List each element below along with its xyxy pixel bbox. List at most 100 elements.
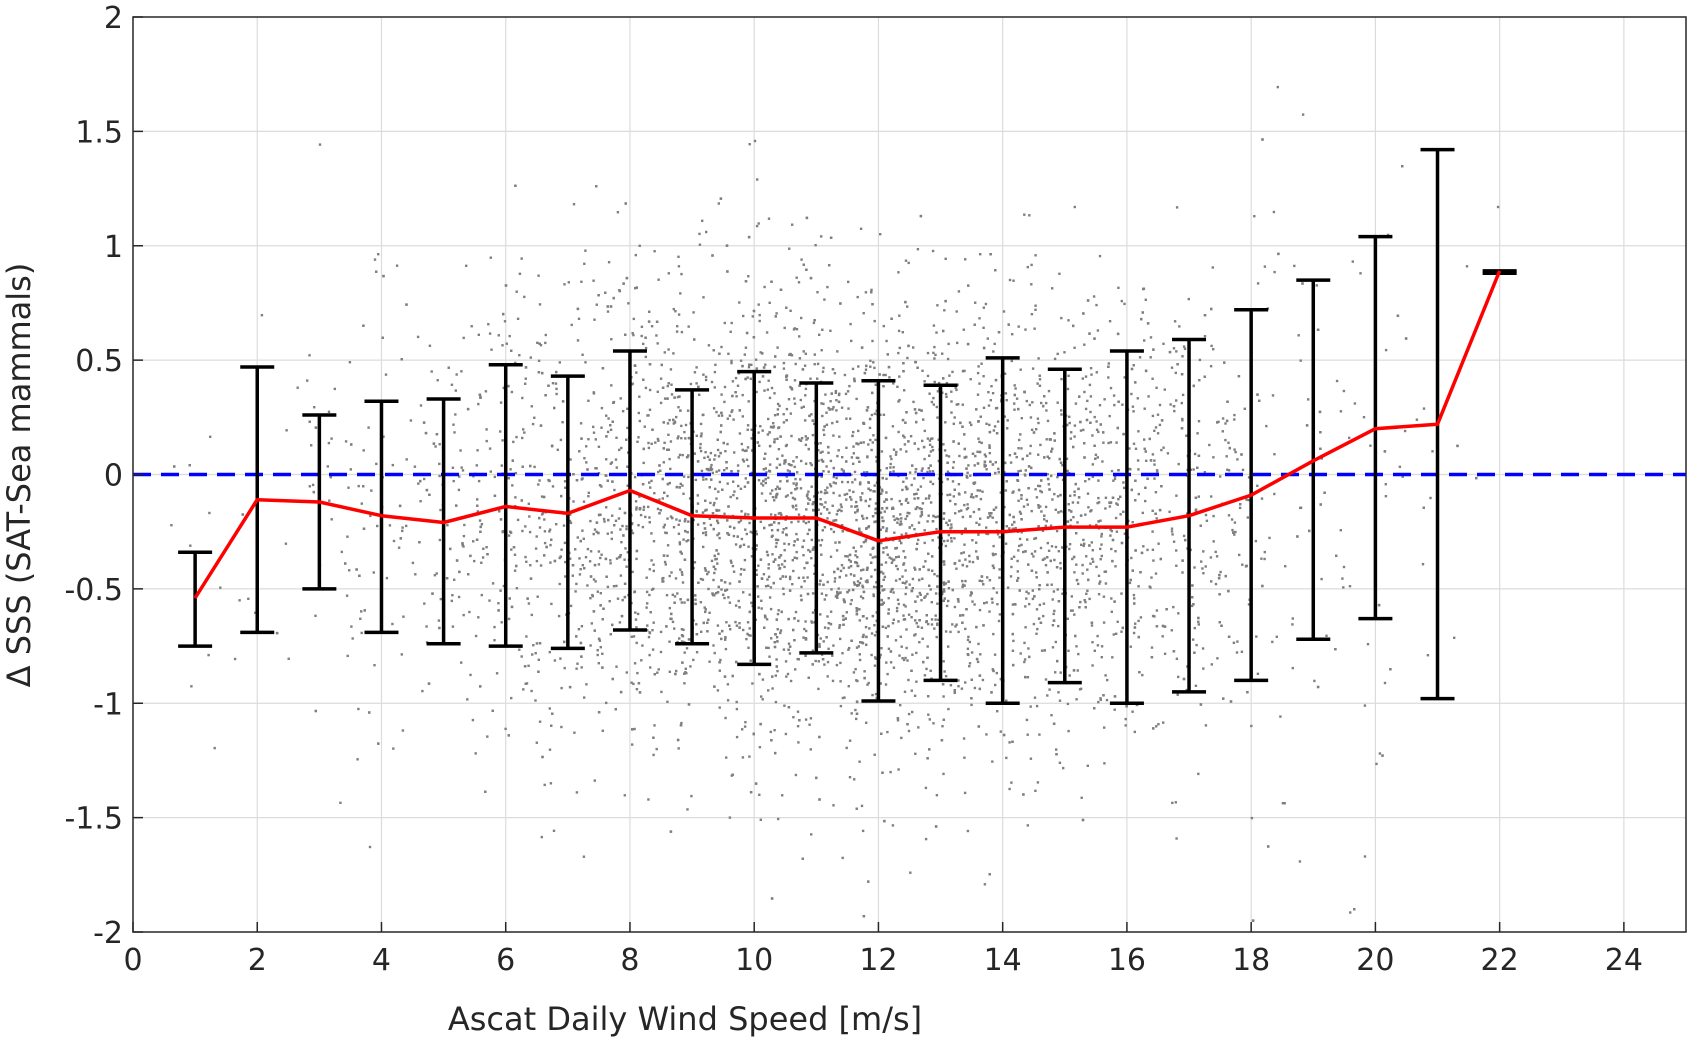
scatter-point: [997, 467, 1000, 470]
scatter-point: [792, 569, 795, 573]
scatter-point: [1339, 410, 1343, 413]
scatter-point: [619, 397, 622, 400]
scatter-point: [676, 592, 679, 595]
scatter-point: [1088, 597, 1091, 601]
scatter-point: [705, 478, 708, 481]
scatter-point: [734, 604, 738, 607]
scatter-point: [1192, 638, 1195, 641]
scatter-point: [713, 458, 716, 461]
scatter-point: [769, 513, 773, 516]
scatter-point: [1141, 311, 1144, 314]
scatter-point: [296, 386, 299, 389]
scatter-point: [1160, 485, 1163, 488]
scatter-point: [779, 288, 783, 291]
scatter-point: [762, 479, 765, 483]
scatter-point: [1181, 419, 1184, 422]
scatter-point: [667, 382, 670, 385]
scatter-point: [1047, 483, 1050, 486]
scatter-point: [818, 583, 821, 586]
scatter-point: [827, 451, 830, 454]
scatter-point: [995, 521, 998, 524]
scatter-point: [964, 491, 967, 494]
scatter-point: [976, 489, 979, 492]
scatter-point: [936, 623, 939, 627]
scatter-point: [850, 639, 853, 642]
scatter-point: [844, 555, 847, 558]
scatter-point: [745, 449, 748, 452]
scatter-point: [883, 510, 886, 513]
scatter-point: [708, 660, 711, 663]
scatter-point: [1453, 636, 1456, 639]
scatter-point: [612, 296, 615, 300]
scatter-point: [903, 443, 907, 446]
scatter-point: [1123, 302, 1126, 306]
scatter-point: [793, 617, 796, 620]
scatter-point: [813, 363, 816, 366]
scatter-point: [799, 439, 803, 442]
scatter-point: [1150, 656, 1154, 659]
scatter-point: [897, 430, 900, 434]
scatter-point: [669, 830, 673, 833]
scatter-point: [932, 514, 935, 518]
scatter-point: [560, 686, 563, 690]
scatter-point: [754, 358, 758, 361]
scatter-point: [1017, 470, 1020, 473]
scatter-point: [1013, 402, 1016, 405]
scatter-point: [841, 480, 844, 484]
scatter-point: [788, 247, 791, 250]
scatter-point: [845, 574, 848, 577]
scatter-point: [838, 508, 841, 511]
scatter-point: [596, 653, 599, 657]
scatter-point: [832, 475, 835, 479]
scatter-point: [987, 391, 990, 394]
scatter-point: [1081, 563, 1084, 567]
scatter-point: [635, 688, 639, 691]
scatter-point: [744, 512, 747, 516]
scatter-point: [613, 524, 616, 527]
scatter-point: [368, 845, 372, 849]
scatter-point: [766, 388, 769, 391]
scatter-point: [1059, 567, 1062, 570]
scatter-point: [721, 629, 724, 633]
scatter-point: [508, 597, 511, 600]
scatter-point: [880, 541, 883, 545]
scatter-point: [666, 482, 670, 486]
scatter-point: [1008, 741, 1011, 744]
scatter-point: [979, 517, 982, 520]
scatter-point: [962, 328, 965, 331]
scatter-point: [773, 365, 776, 369]
scatter-point: [510, 548, 513, 551]
scatter-point: [548, 707, 551, 710]
scatter-point: [1349, 911, 1352, 914]
scatter-point: [563, 480, 567, 483]
scatter-point: [1219, 475, 1222, 478]
scatter-point: [880, 603, 883, 606]
scatter-point: [991, 392, 995, 395]
scatter-point: [661, 580, 664, 583]
scatter-point: [173, 465, 176, 468]
scatter-point: [1168, 510, 1171, 513]
scatter-point: [784, 495, 788, 498]
scatter-point: [991, 463, 995, 466]
scatter-point: [733, 490, 736, 493]
scatter-point: [662, 421, 665, 424]
scatter-point: [1195, 643, 1198, 647]
scatter-point: [668, 457, 671, 461]
scatter-point: [521, 436, 524, 440]
scatter-point: [1134, 447, 1138, 450]
scatter-point: [1057, 600, 1061, 603]
scatter-point: [1038, 378, 1042, 381]
scatter-point: [969, 594, 972, 597]
scatter-point: [865, 721, 868, 724]
scatter-point: [726, 532, 729, 535]
scatter-point: [796, 710, 800, 713]
scatter-point: [782, 413, 785, 416]
scatter-point: [638, 691, 642, 694]
scatter-point: [1093, 649, 1096, 652]
scatter-point: [1022, 793, 1025, 796]
scatter-point: [639, 513, 643, 517]
scatter-point: [1325, 634, 1328, 637]
scatter-point: [904, 582, 907, 585]
scatter-point: [790, 521, 793, 524]
scatter-point: [360, 610, 363, 613]
